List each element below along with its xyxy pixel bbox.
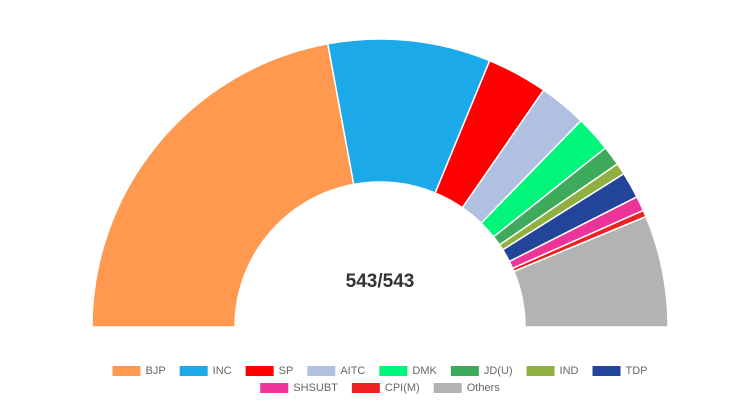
legend-label: SP	[279, 365, 294, 377]
legend-swatch	[450, 366, 479, 376]
slice	[91, 42, 355, 328]
legend-label: TDP	[626, 365, 648, 377]
legend-label: AITC	[340, 365, 365, 377]
legend-label: SHSUBT	[293, 382, 338, 394]
legend-swatch	[260, 383, 289, 393]
legend-swatch	[592, 366, 621, 376]
legend-swatch	[245, 366, 274, 376]
legend-swatch	[112, 366, 141, 376]
center-label: 543/543	[346, 271, 415, 292]
legend-swatch	[179, 366, 208, 376]
legend-label: INC	[213, 365, 232, 377]
legend-label: Others	[467, 382, 501, 394]
legend-label: IND	[560, 365, 579, 377]
legend-swatch	[307, 366, 336, 376]
legend-label: JD(U)	[484, 365, 513, 377]
legend-label: BJP	[145, 365, 165, 377]
legend-label: CPI(M)	[385, 382, 420, 394]
slice	[512, 215, 669, 328]
legend-row: SHSUBT CPI(M) Others	[260, 382, 500, 394]
legend-swatch	[433, 383, 462, 393]
legend-swatch	[526, 366, 555, 376]
legend-swatch	[379, 366, 408, 376]
legend-label: DMK	[412, 365, 437, 377]
legend-row: BJP INC SP AITC DMK JD(U) IND TDP	[112, 365, 648, 377]
legend-swatch	[351, 383, 380, 393]
